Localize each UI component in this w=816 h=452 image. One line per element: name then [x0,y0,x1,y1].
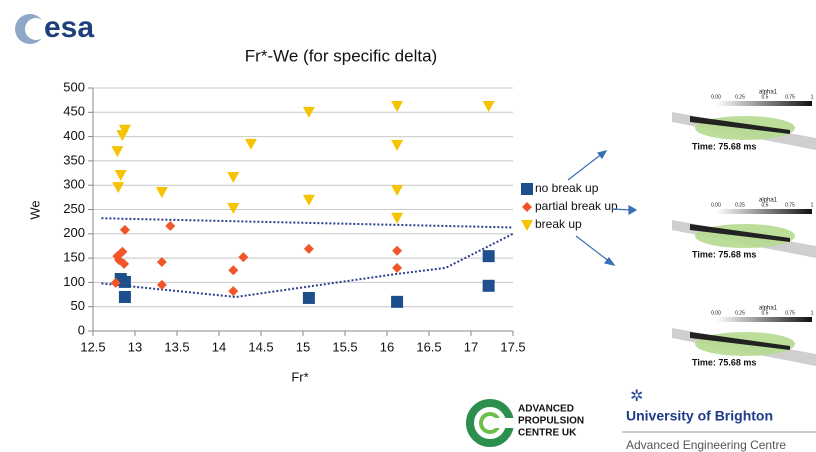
marker [228,265,238,275]
marker [156,187,168,198]
x-tick-label: 13.5 [164,339,189,354]
marker [112,182,124,193]
colorbar-tick: 0.00 [711,310,721,316]
legend-label: break up [535,217,582,231]
boundary-line [101,218,513,227]
apc-line: ADVANCED [518,404,574,415]
marker [227,172,239,183]
slide: esa Fr*-We (for specific delta) Fr* We 0… [0,0,816,452]
colorbar [716,101,812,106]
marker [165,221,175,231]
marker [111,146,123,157]
marker [228,286,238,296]
legend-label: partial break up [535,199,618,213]
legend-marker [521,183,533,195]
x-tick-label: 16 [380,339,394,354]
brighton-logo: ✲ University of Brighton Advanced Engine… [622,388,816,452]
colorbar-tick: 1 [811,94,814,100]
marker [483,250,495,262]
logo-text: esa [44,11,94,44]
logo-mark: ✲ [630,388,643,405]
legend-label: no break up [535,181,599,195]
x-tick-label: 16.5 [416,339,441,354]
marker [483,101,495,112]
marker [245,139,257,150]
x-tick-label: 14 [212,339,226,354]
y-tick-label: 350 [63,152,85,167]
y-axis-label: We [27,200,42,219]
chart-title: Fr*-We (for specific delta) [245,46,437,65]
esa-logo: esa [15,11,94,44]
colorbar-tick: 0.75 [785,202,795,208]
marker [391,185,403,196]
centre-name: Advanced Engineering Centre [626,438,786,452]
y-tick-label: 500 [63,79,85,94]
colorbar-tick: 0.00 [711,202,721,208]
apc-line: PROPULSION [518,416,584,427]
colorbar-tick: 0.00 [711,94,721,100]
colorbar-tick: 1 [811,202,814,208]
x-tick-label: 17 [464,339,478,354]
apc-logo: ADVANCED PROPULSION CENTRE UK [470,403,584,443]
x-tick-label: 17.5 [500,339,525,354]
colorbar [716,317,812,322]
x-tick-label: 12.5 [80,339,105,354]
x-tick-label: 15 [296,339,310,354]
time-label: Time: 75.68 ms [692,357,756,367]
colorbar-tick: 0.25 [735,94,745,100]
colorbar [716,209,812,214]
university-name: University of Brighton [626,408,773,424]
colorbar-tick: 0.25 [735,310,745,316]
colorbar-tick: 0.5 [762,202,769,208]
y-tick-label: 200 [63,225,85,240]
marker [119,276,131,288]
apc-line: CENTRE UK [518,428,577,439]
colorbar-tick: 1 [811,310,814,316]
y-tick-label: 250 [63,201,85,216]
marker [115,170,127,181]
time-label: Time: 75.68 ms [692,249,756,259]
y-tick-label: 50 [71,298,85,313]
colorbar-tick: 0.25 [735,202,745,208]
marker [303,292,315,304]
marker [392,246,402,256]
y-tick-label: 100 [63,274,85,289]
colorbar-tick: 0.5 [762,310,769,316]
marker [391,140,403,151]
marker [483,280,495,292]
x-tick-label: 14.5 [248,339,273,354]
x-tick-label: 13 [128,339,142,354]
legend-marker [522,202,532,212]
plot-area: 0 50 100 150 200 250 300 350 400 450 500 12.5 13 13.5… [63,79,618,354]
marker [391,101,403,112]
colorbar-tick: 0.75 [785,94,795,100]
marker [119,291,131,303]
y-tick-label: 450 [63,104,85,119]
y-tick-label: 300 [63,177,85,192]
x-axis-label: Fr* [291,369,308,384]
x-tick-label: 15.5 [332,339,357,354]
marker [238,252,248,262]
marker [227,203,239,214]
y-tick-label: 400 [63,128,85,143]
marker [392,263,402,273]
colorbar-tick: 0.5 [762,94,769,100]
y-tick-label: 0 [78,322,85,337]
marker [391,213,403,224]
y-tick-label: 150 [63,250,85,265]
marker [391,296,403,308]
legend-marker [521,220,533,231]
colorbar-tick: 0.75 [785,310,795,316]
marker [303,195,315,206]
time-label: Time: 75.68 ms [692,141,756,151]
marker [304,244,314,254]
